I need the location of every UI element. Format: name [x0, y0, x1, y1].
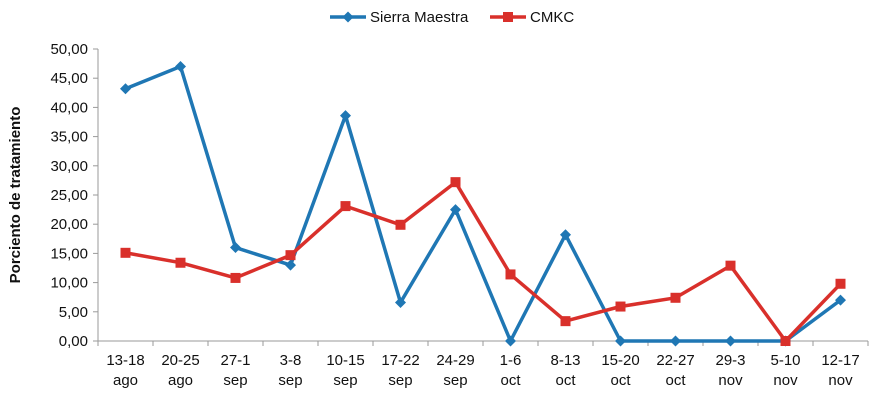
data-point-square [725, 260, 736, 271]
x-category-label-line1: 3-8 [280, 352, 302, 369]
data-point-diamond [395, 296, 406, 308]
x-category-label-line1: 1-6 [500, 352, 522, 369]
series-sierra-maestra [120, 61, 846, 347]
x-category-label-line2: sep [278, 372, 302, 389]
x-category-label-line1: 8-13 [550, 352, 580, 369]
y-tick-label: 0,00 [59, 333, 88, 350]
data-point-square [450, 177, 461, 188]
series-layer [120, 61, 846, 347]
y-tick-label: 15,00 [50, 245, 88, 262]
data-point-square [285, 250, 296, 261]
data-point-diamond [230, 242, 241, 254]
data-point-square [560, 316, 571, 327]
y-tick-label: 45,00 [50, 70, 88, 87]
x-category-label-line1: 24-29 [436, 352, 474, 369]
x-category-label-line1: 27-1 [220, 352, 250, 369]
data-point-square [175, 257, 186, 268]
y-tick-label: 25,00 [50, 187, 88, 204]
data-point-square [230, 272, 241, 283]
data-point-diamond [560, 229, 571, 241]
series-line [125, 180, 842, 343]
x-category-label-line1: 12-17 [821, 352, 859, 369]
data-point-square [395, 219, 406, 230]
x-category-label-line2: sep [223, 372, 247, 389]
x-category-label-line2: oct [555, 372, 576, 389]
y-axis: 0,00 5,00 10,00 15,00 20,00 25,00 30,00 35,00 40… [50, 41, 99, 350]
data-point-square [615, 301, 626, 312]
data-point-diamond [725, 335, 736, 347]
data-point-diamond [615, 335, 626, 347]
data-point-diamond [450, 204, 461, 216]
data-point-diamond [120, 83, 131, 95]
x-category-label-line2: sep [443, 372, 467, 389]
x-category-label-line2: oct [610, 372, 631, 389]
y-axis-title-group: Porciento de tratamiento [7, 107, 24, 284]
legend-label: Sierra Maestra [370, 9, 469, 26]
y-tick-label: 20,00 [50, 216, 88, 233]
x-axis: 13-18 ago 20-25 ago 27-1 sep 3-8 sep 10-15 sep 17-… [97, 340, 869, 389]
x-category-label-line2: oct [665, 372, 686, 389]
x-category-label-line2: nov [773, 372, 798, 389]
y-tick-label: 10,00 [50, 275, 88, 292]
x-category-label-line2: sep [388, 372, 412, 389]
data-point-diamond [175, 61, 186, 73]
data-point-diamond [670, 335, 681, 347]
series-line [124, 64, 842, 343]
x-category-label-line2: nov [828, 372, 853, 389]
data-point-square [505, 269, 516, 280]
x-category-label-line1: 22-27 [656, 352, 694, 369]
x-category-label-line1: 13-18 [106, 352, 144, 369]
y-tick-label: 50,00 [50, 41, 88, 58]
y-tick-label: 35,00 [50, 129, 88, 146]
data-point-diamond [835, 294, 846, 306]
x-category-label-line2: ago [168, 372, 193, 389]
x-category-label-line1: 5-10 [770, 352, 800, 369]
x-category-label-line1: 15-20 [601, 352, 639, 369]
y-tick-label: 5,00 [59, 304, 88, 321]
data-point-square [835, 278, 846, 289]
data-point-diamond [285, 259, 296, 271]
x-category-label-line1: 17-22 [381, 352, 419, 369]
data-point-square [670, 292, 681, 303]
x-category-label-line2: nov [718, 372, 743, 389]
data-point-square [340, 201, 351, 212]
legend-label: CMKC [530, 9, 574, 26]
x-category-label-line1: 10-15 [326, 352, 364, 369]
legend-marker-square [503, 12, 513, 22]
x-category-label-line2: oct [500, 372, 521, 389]
data-point-diamond [340, 110, 351, 122]
data-point-diamond [505, 335, 516, 347]
x-category-label-line2: ago [113, 372, 138, 389]
x-category-label-line1: 20-25 [161, 352, 199, 369]
x-category-label-line2: sep [333, 372, 357, 389]
legend-item: Sierra Maestra [330, 9, 469, 26]
y-tick-label: 40,00 [50, 99, 88, 116]
legend-marker-diamond [342, 11, 354, 23]
y-tick-label: 30,00 [50, 158, 88, 175]
legend-item: CMKC [490, 9, 574, 26]
data-point-square [120, 247, 131, 258]
y-axis-title: Porciento de tratamiento [7, 107, 24, 284]
series-cmkc [120, 177, 846, 346]
x-category-label-line1: 29-3 [715, 352, 745, 369]
legend: Sierra Maestra CMKC [330, 9, 574, 26]
data-point-square [780, 336, 791, 346]
